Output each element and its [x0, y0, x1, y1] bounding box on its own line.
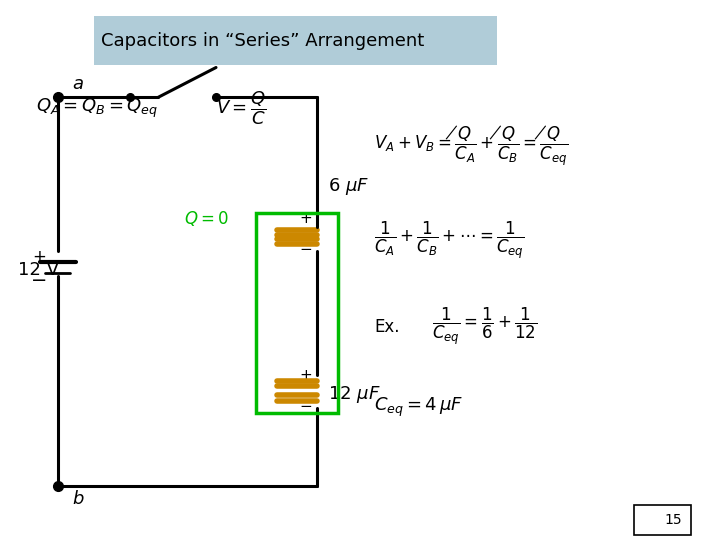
- Text: $\dfrac{1}{C_A} + \dfrac{1}{C_B} + \cdots = \dfrac{1}{C_{eq}}$: $\dfrac{1}{C_A} + \dfrac{1}{C_B} + \cdot…: [374, 220, 525, 261]
- Text: $b$: $b$: [72, 490, 84, 509]
- Text: −: −: [300, 242, 312, 257]
- Text: Ex.: Ex.: [374, 318, 400, 336]
- Text: 12 V: 12 V: [18, 261, 59, 279]
- FancyBboxPatch shape: [94, 16, 497, 65]
- Text: $V_A + V_B = \dfrac{\not{Q}}{C_A} + \dfrac{\not{Q}}{C_B} = \dfrac{\not{Q}}{C_{eq: $V_A + V_B = \dfrac{\not{Q}}{C_A} + \dfr…: [374, 124, 569, 168]
- Text: $V = \dfrac{Q}{C}$: $V = \dfrac{Q}{C}$: [216, 89, 266, 127]
- Text: $C_{eq} = 4\,\mu F$: $C_{eq} = 4\,\mu F$: [374, 396, 464, 419]
- Text: 15: 15: [665, 513, 682, 527]
- Text: $Q_A = Q_B = Q_{eq}$: $Q_A = Q_B = Q_{eq}$: [36, 97, 158, 119]
- Text: +: +: [300, 368, 312, 383]
- Text: +: +: [300, 211, 312, 226]
- Text: $Q = 0$: $Q = 0$: [184, 209, 228, 228]
- Text: −: −: [300, 399, 312, 414]
- Text: $a$: $a$: [72, 75, 84, 93]
- Text: +: +: [32, 247, 47, 266]
- Text: $\dfrac{1}{C_{eq}} = \dfrac{1}{6} + \dfrac{1}{12}$: $\dfrac{1}{C_{eq}} = \dfrac{1}{6} + \dfr…: [432, 306, 537, 347]
- Text: $12\ \mu F$: $12\ \mu F$: [328, 384, 380, 404]
- Text: Capacitors in “Series” Arrangement: Capacitors in “Series” Arrangement: [101, 31, 424, 50]
- FancyBboxPatch shape: [634, 505, 691, 535]
- Text: $6\ \mu F$: $6\ \mu F$: [328, 176, 369, 197]
- Text: −: −: [32, 271, 48, 291]
